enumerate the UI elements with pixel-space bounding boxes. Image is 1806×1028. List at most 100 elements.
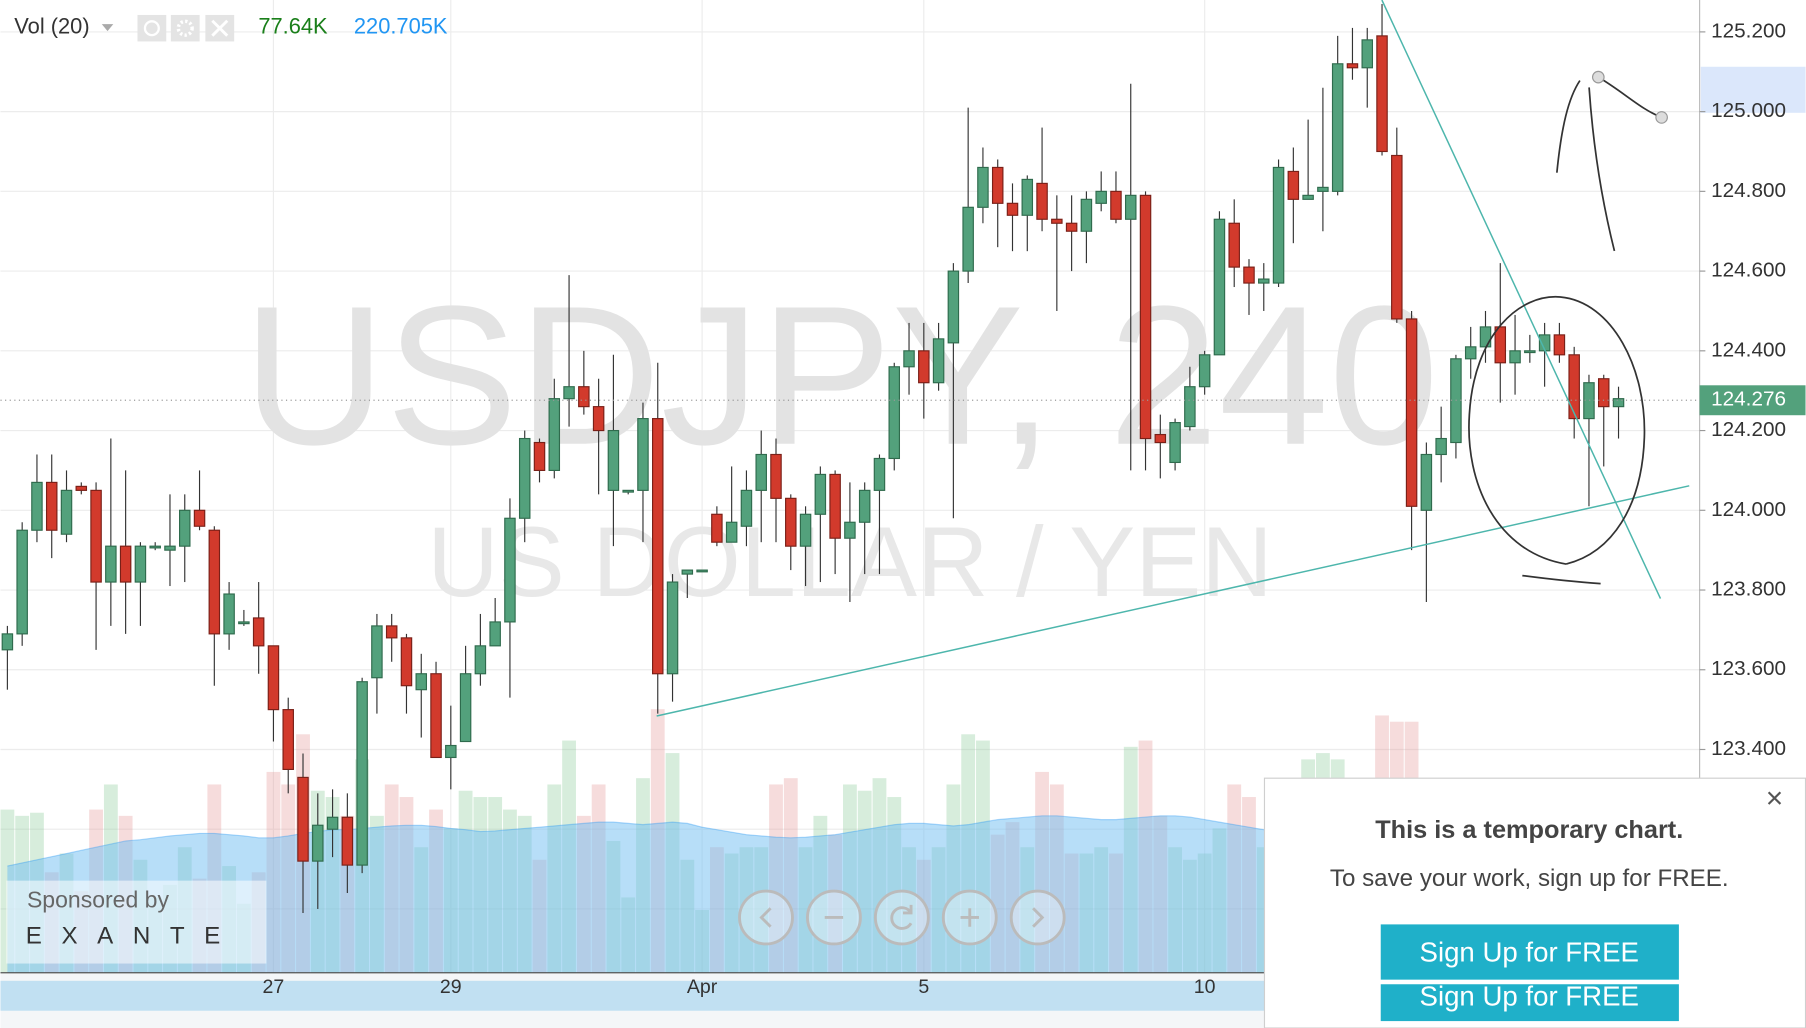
- candle-body: [725, 521, 738, 543]
- candle-body: [1095, 190, 1107, 204]
- candle-body: [1405, 318, 1418, 507]
- candle-body: [858, 489, 871, 523]
- popup-text: To save your work, sign up for FREE.: [1330, 865, 1729, 892]
- candle-body: [1464, 346, 1477, 360]
- candle-body: [1213, 218, 1226, 356]
- candle-body: [1139, 194, 1152, 440]
- study-dropdown[interactable]: [101, 24, 114, 32]
- icon: [890, 904, 913, 930]
- candle-body: [297, 776, 309, 862]
- current-price-tag: [1699, 385, 1806, 416]
- study-visibility[interactable]: [137, 14, 167, 42]
- reset-button[interactable]: [873, 889, 930, 946]
- signup-button-label[interactable]: Sign Up for FREE: [1420, 980, 1639, 1011]
- candle-body: [1272, 166, 1285, 284]
- trend-line: [656, 485, 1690, 717]
- candle-body: [415, 673, 428, 691]
- y-tick-label: 123.800: [1711, 577, 1786, 600]
- signup-button[interactable]: [1380, 924, 1679, 980]
- candle-body: [1258, 278, 1270, 284]
- candle-body: [1243, 266, 1255, 284]
- candle-body: [312, 824, 324, 862]
- drawing-handle[interactable]: [1591, 70, 1605, 84]
- candle-body: [1036, 182, 1048, 220]
- candle-body: [711, 513, 723, 543]
- current-price-label: 124.276: [1711, 388, 1786, 411]
- candle-body: [740, 489, 753, 527]
- candle-body: [223, 593, 235, 635]
- candle-body: [1051, 218, 1063, 224]
- candle-body: [489, 621, 501, 647]
- candle-body: [888, 366, 901, 460]
- y-tick-label: 124.800: [1711, 179, 1786, 202]
- sponsor-name: EXANTE: [26, 922, 240, 949]
- candle-body: [918, 350, 930, 384]
- candle-body: [1080, 198, 1093, 232]
- candle-body: [1524, 350, 1536, 354]
- candle-body: [474, 645, 487, 675]
- candle-body: [962, 206, 974, 272]
- scroll-left-button[interactable]: [738, 889, 794, 946]
- candle-body: [504, 517, 516, 623]
- candle-body: [1302, 194, 1314, 200]
- candle-body: [592, 406, 605, 432]
- sponsor-background: [6, 880, 267, 964]
- study-name: Vol (20): [14, 13, 89, 38]
- candle-body: [1287, 170, 1300, 200]
- candle-body: [1, 633, 14, 651]
- candle-body: [696, 569, 708, 573]
- candle-body: [622, 489, 634, 493]
- candle-body: [1435, 437, 1447, 456]
- candle-body: [149, 545, 161, 549]
- candle-body: [533, 441, 546, 472]
- signup-button-label[interactable]: Sign Up for FREE: [1420, 937, 1639, 968]
- popup-close[interactable]: ×: [1766, 782, 1783, 815]
- candle-body: [1317, 186, 1329, 192]
- watermark-symbol: USDJPY, 240: [243, 265, 1439, 486]
- candle-body: [1361, 39, 1374, 69]
- y-tick-label: 123.600: [1711, 657, 1786, 680]
- icon: [960, 908, 979, 927]
- candle-body: [829, 473, 841, 539]
- candle-body: [518, 437, 531, 519]
- candle-body: [134, 545, 147, 583]
- candle-body: [578, 386, 590, 408]
- x-tick-label: 10: [1194, 976, 1216, 998]
- candle-body: [1568, 354, 1580, 420]
- candle-body: [1184, 386, 1196, 428]
- candle-body: [326, 816, 339, 830]
- sponsor-caption: Sponsored by: [27, 886, 170, 912]
- candle-body: [1228, 222, 1240, 268]
- candle-body: [252, 617, 265, 647]
- candle-body: [1597, 378, 1610, 408]
- candle-body: [666, 581, 679, 675]
- y-tick-label: 123.400: [1711, 737, 1786, 760]
- candle-body: [991, 166, 1004, 204]
- candle-body: [75, 485, 88, 491]
- candle-body: [785, 497, 797, 547]
- candle-body: [1509, 350, 1521, 364]
- candle-body: [977, 166, 989, 208]
- time-axis-overlay: [0, 980, 1279, 1011]
- candle-body: [770, 453, 782, 499]
- icon: [176, 19, 194, 37]
- candle-body: [119, 545, 132, 583]
- candle-body: [385, 625, 398, 639]
- sponsor-box[interactable]: Sponsored by EXANTE: [6, 880, 267, 964]
- candle-body: [548, 398, 561, 472]
- icon: [1032, 907, 1045, 928]
- circle-drawing: [1468, 296, 1646, 585]
- signup-button[interactable]: [1380, 984, 1679, 1022]
- candle-body: [607, 429, 620, 491]
- drawing-handle[interactable]: [1655, 111, 1668, 124]
- candle-body: [238, 621, 250, 625]
- x-tick-label: 27: [263, 976, 285, 998]
- candle-body: [1154, 433, 1167, 444]
- scroll-right-button[interactable]: [1009, 889, 1066, 946]
- candle-body: [1494, 326, 1507, 364]
- candle-body: [873, 457, 886, 491]
- study-settings[interactable]: [170, 14, 200, 42]
- candle-body: [1612, 398, 1625, 408]
- candle-body: [814, 473, 827, 515]
